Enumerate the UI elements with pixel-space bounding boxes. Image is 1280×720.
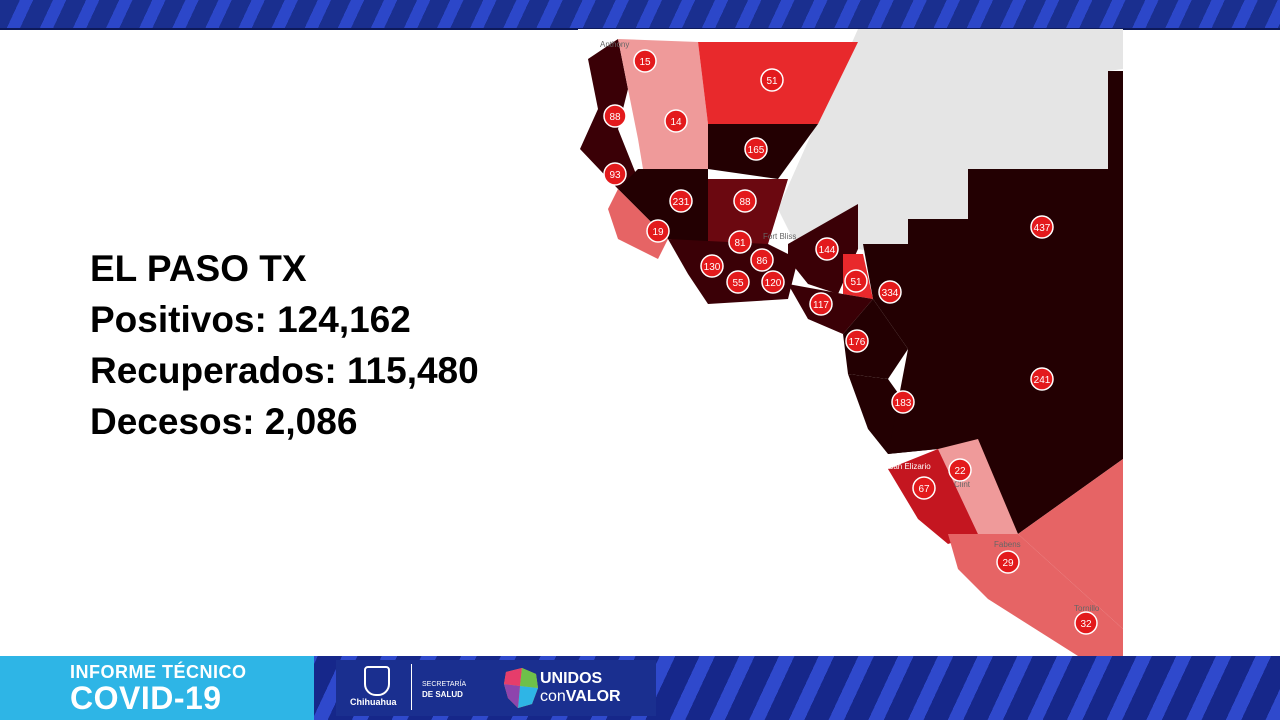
map-region	[888, 289, 1123, 534]
zone-count-label: 55	[732, 278, 744, 289]
stats-title: EL PASO TX	[90, 248, 307, 289]
zone-count-label: 231	[673, 197, 690, 208]
report-badge-line1: INFORME TÉCNICO	[70, 662, 247, 682]
valor-label: VALOR	[565, 688, 621, 705]
zone-count-marker: 19	[646, 219, 670, 243]
zone-count-marker: 51	[844, 269, 868, 293]
map-region	[843, 299, 908, 379]
stats-decesos: Decesos: 2,086	[90, 401, 358, 442]
zone-count-marker: 88	[733, 189, 757, 213]
zone-count-marker: 29	[996, 550, 1020, 574]
zone-count-label: 15	[639, 57, 651, 68]
zone-count-label: 51	[850, 277, 862, 288]
place-label: Anthony	[600, 40, 629, 49]
zone-count-label: 117	[813, 300, 829, 311]
zone-count-label: 130	[704, 262, 721, 273]
map-region-fort-bliss	[778, 29, 1123, 259]
zone-count-marker: 81	[728, 230, 752, 254]
zone-count-label: 241	[1034, 375, 1051, 386]
logo-divider	[411, 664, 412, 710]
stats-positivos: Positivos: 124,162	[90, 299, 411, 340]
place-label: Tornillo	[1074, 604, 1100, 613]
zone-count-marker: 67	[912, 476, 936, 500]
convalor-label: conVALOR	[540, 688, 621, 706]
zone-count-marker: 231	[669, 189, 693, 213]
map-region	[908, 71, 1123, 289]
zone-count-label: 88	[609, 112, 621, 123]
zone-count-marker: 86	[750, 248, 774, 272]
stats-panel: EL PASO TX Positivos: 124,162 Recuperado…	[90, 243, 479, 447]
el-paso-map: Anthony Fort Bliss San Elizario Clint Fa…	[578, 29, 1123, 656]
footer-logos: Chihuahua SECRETARÍA DE SALUD UNIDOS con…	[336, 660, 656, 716]
zone-count-label: 81	[734, 238, 746, 249]
place-label: Fabens	[994, 540, 1021, 549]
zone-count-marker: 93	[603, 162, 627, 186]
report-badge-line2: COVID-19	[70, 680, 222, 716]
zone-count-marker: 334	[878, 280, 902, 304]
zone-count-marker: 437	[1030, 215, 1054, 239]
zone-count-marker: 130	[700, 254, 724, 278]
place-label: Fort Bliss	[763, 232, 796, 241]
footer: INFORME TÉCNICO COVID-19 Chihuahua SECRE…	[0, 656, 1280, 720]
zone-count-label: 29	[1002, 558, 1014, 569]
zone-count-marker: 165	[744, 137, 768, 161]
chihuahua-label: Chihuahua	[350, 697, 397, 707]
zone-count-marker: 176	[845, 329, 869, 353]
zone-count-label: 19	[652, 227, 664, 238]
zone-count-marker: 51	[760, 68, 784, 92]
place-label: San Elizario	[888, 462, 931, 471]
zone-count-marker: 183	[891, 390, 915, 414]
zone-count-label: 334	[882, 288, 899, 299]
zone-count-marker: 241	[1030, 367, 1054, 391]
zone-count-marker: 14	[664, 109, 688, 133]
secretaria-label: SECRETARÍA	[422, 681, 467, 688]
zone-count-label: 14	[670, 117, 682, 128]
zone-count-marker: 120	[761, 270, 785, 294]
map-region	[888, 449, 978, 544]
zone-count-label: 32	[1080, 619, 1092, 630]
zone-count-label: 67	[918, 484, 930, 495]
top-stripe	[0, 0, 1280, 30]
map-region	[1018, 459, 1123, 629]
zone-count-label: 176	[849, 337, 866, 348]
zone-count-label: 86	[756, 256, 768, 267]
con-label: con	[540, 688, 566, 705]
zone-count-label: 183	[895, 398, 912, 409]
zone-count-marker: 117	[809, 292, 833, 316]
map-region	[618, 169, 708, 244]
report-badge: INFORME TÉCNICO COVID-19	[0, 656, 314, 720]
zone-count-marker: 144	[815, 237, 839, 261]
zone-count-label: 144	[819, 245, 836, 256]
zone-count-marker: 22	[948, 458, 972, 482]
zone-count-marker: 15	[633, 49, 657, 73]
salud-label: DE SALUD	[422, 690, 463, 699]
zone-count-label: 51	[766, 76, 778, 87]
zone-count-marker: 32	[1074, 611, 1098, 635]
zone-count-label: 93	[609, 170, 621, 181]
stats-recuperados: Recuperados: 115,480	[90, 350, 479, 391]
state-shield-icon	[364, 666, 390, 696]
zone-count-marker: 88	[603, 104, 627, 128]
zone-count-label: 88	[739, 197, 751, 208]
zone-count-label: 165	[748, 145, 765, 156]
zone-count-label: 437	[1034, 223, 1051, 234]
map-svg: Anthony Fort Bliss San Elizario Clint Fa…	[578, 29, 1123, 656]
unidos-logo-icon	[504, 668, 538, 708]
zone-count-label: 22	[954, 466, 966, 477]
zone-count-marker: 55	[726, 270, 750, 294]
unidos-label: UNIDOS	[540, 670, 603, 687]
zone-count-label: 120	[765, 278, 782, 289]
place-label: Clint	[954, 480, 971, 489]
